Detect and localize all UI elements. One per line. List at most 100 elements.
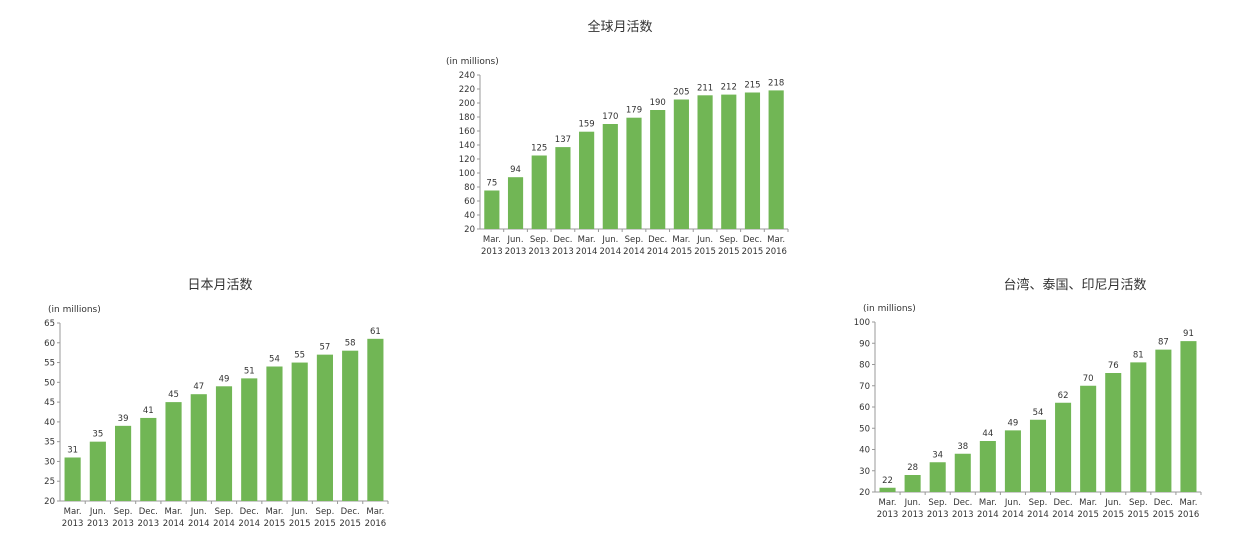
y-tick-label: 70 — [859, 382, 870, 392]
x-tick-label-month: Sep. — [1129, 498, 1148, 508]
bar — [979, 441, 996, 492]
x-tick-label-year: 2013 — [481, 247, 503, 257]
data-label: 159 — [578, 120, 594, 130]
data-label: 51 — [244, 366, 255, 376]
x-tick-label-month: Sep. — [114, 507, 133, 517]
japan-mau-plot: (in millions) 20 25 30 35 40 45 50 55 60 65 31 Mar. 2… — [44, 305, 389, 529]
x-tick-label-year: 2016 — [1178, 510, 1200, 520]
bar — [1180, 341, 1197, 492]
x-tick-label-year: 2015 — [1102, 510, 1124, 520]
y-tick-label: 200 — [459, 99, 475, 109]
data-label: 35 — [92, 430, 103, 440]
unit-label: (in millions) — [863, 304, 916, 314]
y-tick-label: 50 — [859, 424, 870, 434]
data-label: 61 — [370, 327, 381, 337]
x-tick-label-year: 2014 — [1052, 510, 1074, 520]
x-tick-label-month: Jun. — [904, 498, 921, 508]
y-tick-label: 30 — [44, 457, 55, 467]
bar — [190, 394, 207, 501]
global-mau-chart: 全球月活数 (in millions) 20 40 60 80 100 120 140 160 1… — [440, 10, 800, 272]
data-label: 205 — [673, 88, 689, 98]
y-tick-label: 40 — [464, 211, 475, 221]
data-label: 125 — [531, 144, 547, 154]
x-tick-label-year: 2015 — [314, 519, 336, 529]
data-label: 91 — [1183, 329, 1194, 339]
bar — [1004, 430, 1021, 492]
y-tick-label: 55 — [44, 359, 55, 369]
y-tick-label: 90 — [859, 339, 870, 349]
y-tick-label: 160 — [459, 127, 475, 137]
data-label: 170 — [602, 112, 618, 122]
x-tick-label-year: 2014 — [163, 519, 185, 529]
x-tick-label-month: Jun. — [291, 507, 308, 517]
bar — [507, 177, 524, 229]
y-tick-label: 100 — [854, 318, 870, 328]
data-label: 47 — [193, 382, 204, 392]
y-tick-label: 60 — [44, 339, 55, 349]
x-tick-label-year: 2013 — [902, 510, 924, 520]
x-tick-label-year: 2015 — [694, 247, 716, 257]
bar — [929, 462, 946, 492]
y-tick-label: 40 — [44, 418, 55, 428]
data-label: 55 — [294, 351, 305, 361]
data-label: 215 — [744, 81, 760, 91]
y-tick-label: 60 — [859, 403, 870, 413]
data-label: 218 — [768, 78, 784, 88]
bar — [1105, 373, 1122, 492]
x-tick-label-month: Sep. — [316, 507, 335, 517]
x-tick-label-month: Jun. — [601, 235, 618, 245]
x-tick-label-year: 2014 — [623, 247, 645, 257]
y-tick-label: 20 — [859, 488, 870, 498]
y-tick-label: 60 — [464, 197, 475, 207]
x-tick-label-year: 2013 — [137, 519, 159, 529]
data-label: 44 — [982, 429, 993, 439]
x-tick-label-year: 2013 — [87, 519, 109, 529]
bar — [367, 338, 384, 501]
y-tick-label: 30 — [859, 467, 870, 477]
x-tick-label-year: 2014 — [238, 519, 260, 529]
data-label: 45 — [168, 390, 179, 400]
x-tick-label-month: Jun. — [1104, 498, 1121, 508]
y-tick-label: 220 — [459, 85, 475, 95]
data-label: 41 — [143, 406, 154, 416]
x-tick-label-year: 2015 — [671, 247, 693, 257]
data-label: 137 — [555, 135, 571, 145]
y-tick-label: 120 — [459, 155, 475, 165]
bar — [1130, 362, 1147, 492]
y-tick-label: 65 — [44, 319, 55, 329]
x-tick-label-year: 2014 — [647, 247, 669, 257]
bar — [744, 92, 761, 229]
x-tick-label-year: 2015 — [1127, 510, 1149, 520]
x-tick-label-year: 2013 — [877, 510, 899, 520]
data-label: 54 — [269, 355, 280, 365]
y-tick-label: 80 — [859, 361, 870, 371]
x-tick-label-year: 2014 — [213, 519, 235, 529]
data-label: 34 — [932, 450, 943, 460]
data-label: 31 — [67, 445, 78, 455]
x-tick-label-year: 2013 — [952, 510, 974, 520]
bar — [673, 99, 689, 229]
bar — [342, 350, 359, 501]
unit-label: (in millions) — [446, 57, 499, 67]
chart-title: 日本月活数 — [187, 278, 253, 293]
bar — [1155, 349, 1172, 492]
y-tick-label: 35 — [44, 438, 55, 448]
y-tick-label: 50 — [44, 378, 55, 388]
bar — [579, 131, 595, 229]
y-tick-label: 25 — [44, 477, 55, 487]
bar — [602, 124, 618, 229]
data-label: 28 — [907, 463, 918, 473]
x-tick-label-month: Dec. — [648, 235, 667, 245]
x-tick-label-month: Dec. — [553, 235, 572, 245]
x-tick-label-year: 2013 — [505, 247, 527, 257]
bar — [531, 155, 547, 229]
data-label: 22 — [882, 476, 893, 486]
data-label: 75 — [486, 179, 497, 189]
x-tick-label-month: Sep. — [625, 235, 644, 245]
data-label: 62 — [1058, 391, 1069, 401]
data-label: 49 — [219, 374, 230, 384]
y-tick-label: 20 — [44, 497, 55, 507]
y-tick-label: 100 — [459, 169, 475, 179]
japan-mau-chart: 日本月活数 (in millions) 20 25 30 35 40 45 50 55 60 65 3… — [40, 270, 400, 540]
y-tick-label: 20 — [464, 225, 475, 235]
